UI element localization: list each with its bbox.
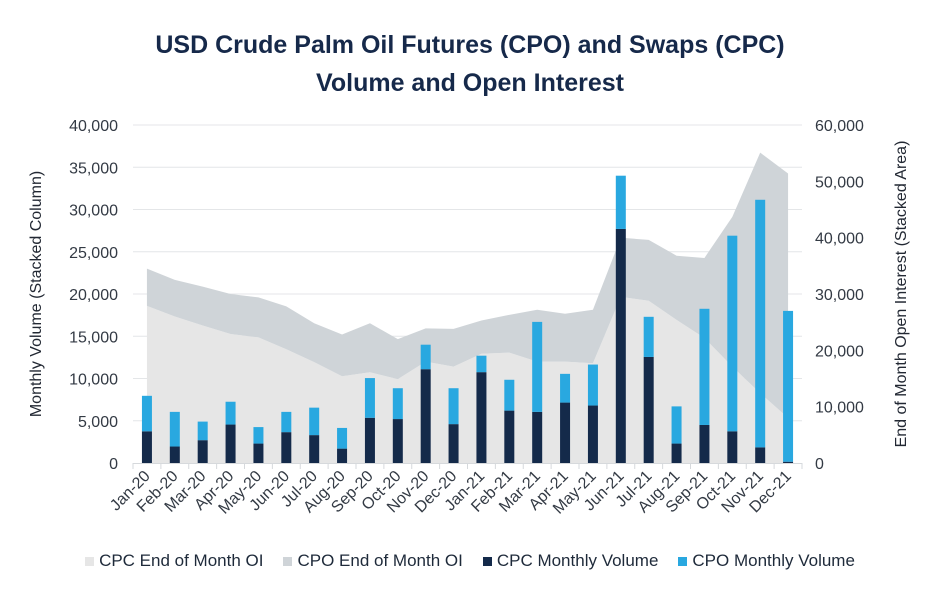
bar-cpo-monthly-volume <box>755 199 766 448</box>
bar-cpo-monthly-volume <box>671 406 682 444</box>
bar-cpc-monthly-volume <box>783 461 794 463</box>
legend-item-cpo-oi: CPO End of Month OI <box>283 551 463 571</box>
bar-cpo-monthly-volume <box>783 310 794 462</box>
legend-swatch <box>283 556 293 566</box>
chart-title-line-2: Volume and Open Interest <box>316 69 624 97</box>
bar-cpc-monthly-volume <box>309 435 320 463</box>
bar-cpo-monthly-volume <box>337 427 348 449</box>
bar-cpc-monthly-volume <box>169 446 180 463</box>
bar-cpc-monthly-volume <box>337 448 348 463</box>
y2-tick-label: 20,000 <box>815 343 864 360</box>
bar-cpo-monthly-volume <box>392 388 403 420</box>
bar-cpc-monthly-volume <box>532 411 543 463</box>
legend-swatch <box>678 556 688 566</box>
bar-cpc-monthly-volume <box>197 440 208 463</box>
y2-tick-label: 60,000 <box>815 118 864 135</box>
y2-tick-label: 40,000 <box>815 231 864 248</box>
bar-cpo-monthly-volume <box>281 411 292 433</box>
bar-cpo-monthly-volume <box>560 373 571 403</box>
y2-tick-label: 0 <box>815 456 824 473</box>
bar-cpc-monthly-volume <box>476 372 487 463</box>
y-tick-label: 10,000 <box>69 372 118 389</box>
bar-cpo-monthly-volume <box>420 344 431 370</box>
bar-cpo-monthly-volume <box>587 364 598 406</box>
bar-cpc-monthly-volume <box>141 431 152 463</box>
legend-label: CPO End of Month OI <box>297 551 463 570</box>
bar-cpo-monthly-volume <box>169 411 180 447</box>
y-tick-label: 5,000 <box>78 414 118 431</box>
y2-axis-title: End of Month Open Interest (Stacked Area… <box>893 141 910 448</box>
bar-cpo-monthly-volume <box>448 388 459 425</box>
bar-cpc-monthly-volume <box>281 432 292 463</box>
area-cpo-end-of-month-oi <box>146 152 789 418</box>
area-cpc-end-of-month-oi <box>146 296 789 463</box>
bar-cpc-monthly-volume <box>253 443 264 463</box>
bar-cpo-monthly-volume <box>727 235 738 432</box>
legend-label: CPO Monthly Volume <box>692 551 855 570</box>
y-tick-label: 0 <box>109 456 118 473</box>
bar-cpc-monthly-volume <box>755 447 766 463</box>
bar-cpc-monthly-volume <box>448 424 459 463</box>
bar-cpo-monthly-volume <box>504 379 515 411</box>
chart-title-line-1: USD Crude Palm Oil Futures (CPO) and Swa… <box>155 31 785 59</box>
chart-title: USD Crude Palm Oil Futures (CPO) and Swa… <box>0 26 940 102</box>
y-tick-label: 35,000 <box>69 160 118 177</box>
bar-cpc-monthly-volume <box>727 431 738 463</box>
bar-cpo-monthly-volume <box>643 316 654 357</box>
bar-cpc-monthly-volume <box>643 356 654 463</box>
y-tick-label: 15,000 <box>69 329 118 346</box>
bar-cpo-monthly-volume <box>309 407 320 436</box>
legend-swatch <box>482 556 492 566</box>
bar-cpc-monthly-volume <box>615 228 626 463</box>
bar-cpc-monthly-volume <box>671 443 682 463</box>
legend-item-cpc-oi: CPC End of Month OI <box>85 551 263 571</box>
bar-cpo-monthly-volume <box>141 395 152 432</box>
volume-bars <box>141 175 794 463</box>
bar-cpo-monthly-volume <box>699 308 710 425</box>
bar-cpc-monthly-volume <box>699 424 710 463</box>
bar-cpo-monthly-volume <box>253 427 264 444</box>
y-tick-label: 25,000 <box>69 245 118 262</box>
y-tick-label: 20,000 <box>69 287 118 304</box>
legend-label: CPC End of Month OI <box>99 551 264 570</box>
bar-cpc-monthly-volume <box>225 424 236 463</box>
bar-cpo-monthly-volume <box>615 175 626 229</box>
bar-cpo-monthly-volume <box>225 401 236 425</box>
bar-cpo-monthly-volume <box>532 321 543 412</box>
legend: CPC End of Month OI CPO End of Month OI … <box>0 551 940 571</box>
legend-swatch <box>85 556 95 566</box>
y2-tick-label: 30,000 <box>815 287 864 304</box>
bar-cpo-monthly-volume <box>476 355 487 373</box>
bar-cpc-monthly-volume <box>392 419 403 463</box>
y-tick-label: 40,000 <box>69 118 118 135</box>
bar-cpc-monthly-volume <box>587 405 598 463</box>
bar-cpc-monthly-volume <box>504 410 515 463</box>
bar-cpc-monthly-volume <box>420 369 431 463</box>
bar-cpc-monthly-volume <box>560 402 571 463</box>
y2-tick-label: 50,000 <box>815 174 864 191</box>
y-axis-title: Monthly Volume (Stacked Column) <box>28 171 45 417</box>
legend-label: CPC Monthly Volume <box>496 551 659 570</box>
bar-cpo-monthly-volume <box>364 378 375 418</box>
oi-areas <box>146 152 789 463</box>
legend-item-cpo-volume: CPO Monthly Volume <box>678 551 855 571</box>
bar-cpo-monthly-volume <box>197 421 208 441</box>
legend-item-cpc-volume: CPC Monthly Volume <box>482 551 659 571</box>
bar-cpc-monthly-volume <box>364 417 375 463</box>
y2-tick-label: 10,000 <box>815 400 864 417</box>
y-tick-label: 30,000 <box>69 203 118 220</box>
